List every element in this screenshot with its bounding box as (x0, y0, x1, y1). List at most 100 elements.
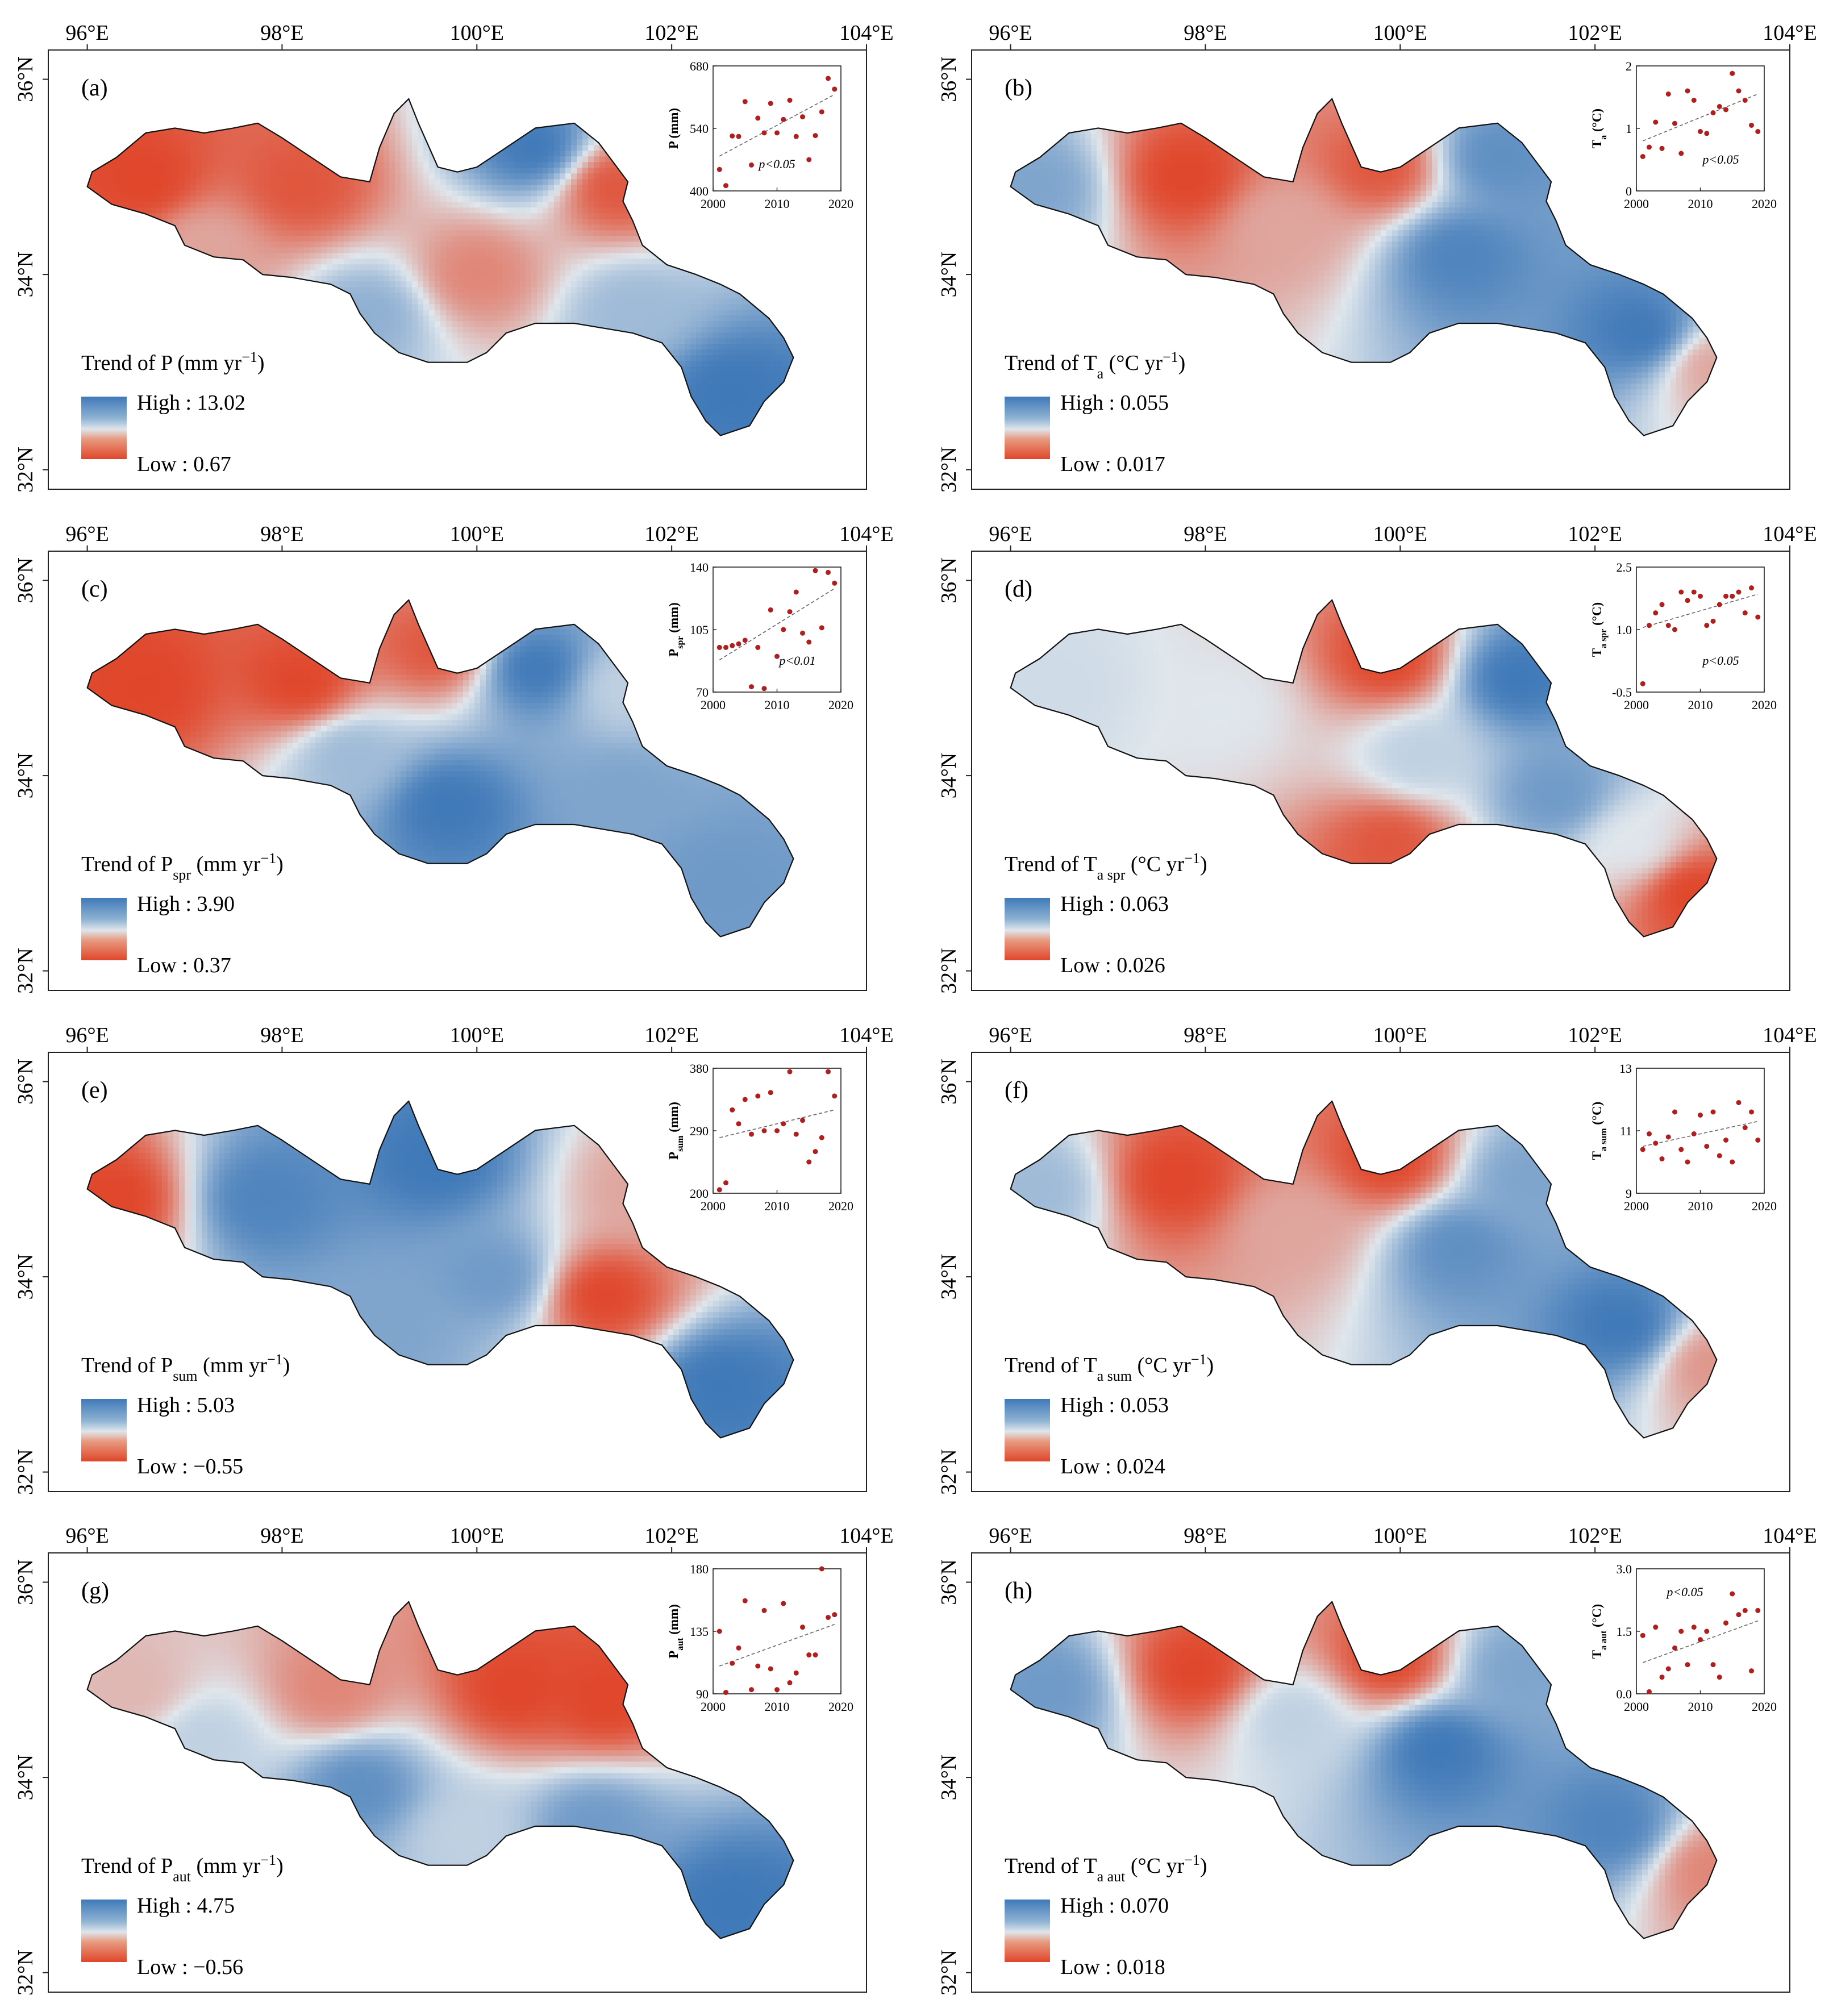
legend-title: Trend of P (mm yr−1) (81, 349, 265, 376)
lat-tick-label: 32°N (937, 1449, 961, 1495)
map-panel: 96°E 98°E 100°E 102°E 104°E36°N34°N32°N(c)Tr… (14, 522, 894, 994)
data-point (1723, 107, 1728, 113)
data-point (730, 134, 735, 139)
p-value: p<0.01 (778, 653, 815, 668)
data-point (1647, 145, 1652, 150)
data-point (717, 167, 722, 172)
data-point (730, 1661, 735, 1666)
inset-x-tick-label: 2010 (765, 1700, 790, 1714)
lon-tick-label: 98°E (1184, 1524, 1227, 1548)
lon-tick-label: 102°E (644, 522, 698, 546)
inset-x-tick-label: 2000 (701, 1199, 726, 1213)
data-point (832, 86, 837, 91)
lat-tick-label: 36°N (937, 1559, 961, 1605)
map-panel: 96°E 98°E 100°E 102°E 104°E36°N34°N32°N(b)Tr… (937, 21, 1817, 493)
legend-high: High : 0.063 (1060, 892, 1169, 916)
lon-tick-label: 100°E (450, 21, 504, 45)
legend-color-ramp (1005, 1900, 1050, 1962)
lat-tick-label: 36°N (14, 557, 38, 603)
lon-tick-label: 104°E (839, 522, 893, 546)
inset-x-tick-label: 2010 (1688, 1199, 1713, 1213)
data-point (1647, 623, 1652, 628)
data-point (755, 645, 760, 650)
legend-low: Low : 0.026 (1060, 953, 1165, 977)
lon-tick-label: 98°E (1184, 522, 1227, 546)
panel-label: (b) (1005, 75, 1032, 101)
map-panel: 96°E 98°E 100°E 102°E 104°E36°N34°N32°N(a)Tr… (14, 21, 894, 493)
data-point (1704, 1144, 1709, 1149)
data-point (1749, 123, 1754, 128)
lat-tick-label: 32°N (937, 447, 961, 493)
data-point (723, 1180, 728, 1185)
p-value: p<0.05 (1701, 152, 1739, 166)
data-point (736, 642, 741, 647)
data-point (1736, 590, 1742, 595)
data-point (768, 1090, 773, 1095)
data-point (1736, 1100, 1742, 1105)
legend-color-ramp (81, 898, 127, 960)
lat-tick-label: 32°N (14, 1950, 38, 1996)
data-point (1685, 1662, 1690, 1667)
data-point (1698, 594, 1703, 599)
data-point (762, 130, 767, 135)
data-point (1640, 681, 1645, 686)
data-point (1736, 1612, 1742, 1617)
lon-tick-label: 96°E (989, 21, 1032, 45)
lon-tick-label: 98°E (1184, 1023, 1227, 1047)
data-point (1730, 1592, 1735, 1597)
data-point (788, 609, 793, 614)
lon-tick-label: 96°E (65, 1023, 109, 1047)
lon-tick-label: 98°E (260, 522, 303, 546)
data-point (717, 645, 722, 650)
panel-label: (a) (81, 75, 108, 101)
data-point (1640, 154, 1645, 159)
data-point (743, 99, 748, 104)
inset-x-tick-label: 2020 (1752, 1199, 1777, 1213)
lat-tick-label: 32°N (14, 1449, 38, 1495)
data-point (813, 1652, 818, 1657)
data-point (794, 1671, 799, 1676)
inset-x-tick-label: 2000 (1624, 698, 1649, 712)
data-point (762, 1608, 767, 1613)
lon-tick-label: 104°E (1763, 522, 1817, 546)
inset-x-tick-label: 2020 (828, 197, 853, 211)
data-point (1692, 590, 1697, 595)
data-point (794, 134, 799, 139)
data-point (1685, 598, 1690, 603)
lat-tick-label: 36°N (14, 56, 38, 102)
data-point (1717, 1675, 1722, 1680)
data-point (806, 157, 811, 163)
data-point (1723, 1621, 1728, 1626)
inset-y-tick-label: 2.5 (1617, 560, 1632, 574)
inset-x-tick-label: 2000 (701, 698, 726, 712)
data-point (1672, 627, 1677, 632)
lon-tick-label: 102°E (644, 1524, 698, 1548)
lon-tick-label: 104°E (839, 1023, 893, 1047)
inset-y-tick-label: 380 (690, 1061, 709, 1076)
data-point (1672, 1646, 1677, 1651)
data-point (788, 1680, 793, 1685)
inset-frame (713, 66, 841, 191)
data-point (826, 1615, 831, 1620)
inset-x-tick-label: 2020 (1752, 197, 1777, 211)
data-point (1653, 1625, 1658, 1630)
inset-x-tick-label: 2000 (1624, 1700, 1649, 1714)
inset-x-tick-label: 2000 (1624, 197, 1649, 211)
data-point (1704, 623, 1709, 628)
lat-tick-label: 34°N (14, 1254, 38, 1300)
p-value: p<0.05 (1701, 653, 1739, 668)
data-point (749, 1687, 754, 1692)
inset-y-tick-label: 3.0 (1617, 1562, 1632, 1576)
lon-tick-label: 104°E (1763, 21, 1817, 45)
data-point (768, 607, 773, 613)
data-point (1678, 590, 1684, 595)
data-point (1730, 594, 1735, 599)
data-point (1640, 1633, 1645, 1638)
data-point (1755, 129, 1760, 134)
lat-tick-label: 32°N (937, 1950, 961, 1996)
data-point (755, 1664, 760, 1669)
lon-tick-label: 96°E (65, 1524, 109, 1548)
map-panel: 96°E 98°E 100°E 102°E 104°E36°N34°N32°N(f)Tr… (937, 1023, 1817, 1495)
data-point (826, 1069, 831, 1074)
legend-color-ramp (81, 1900, 127, 1962)
